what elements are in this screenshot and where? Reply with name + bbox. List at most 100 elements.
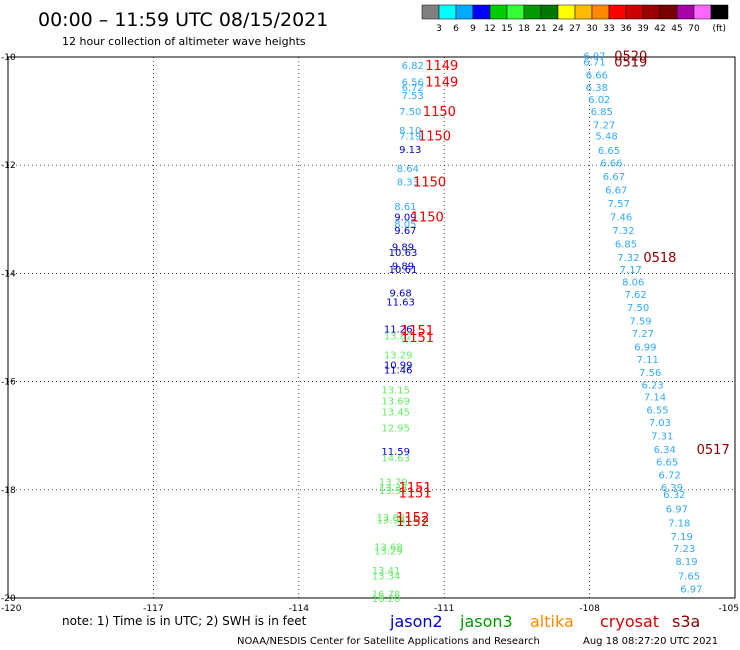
footer-timestamp: Aug 18 08:27:20 UTC 2021 xyxy=(583,636,718,647)
colorbar-swatch xyxy=(506,4,525,20)
wave-height-point: 5.48 xyxy=(595,131,617,142)
wave-height-point: 6.32 xyxy=(663,490,685,501)
x-axis-labels: -120 -117 -114 -111 -108 -105 xyxy=(1,604,739,614)
x-tick-label: -111 xyxy=(434,604,454,614)
wave-height-point: 13.69 xyxy=(381,397,410,408)
wave-height-point: 7.03 xyxy=(649,418,671,429)
time-label: 1152 xyxy=(396,511,429,526)
wave-height-point: 6.38 xyxy=(586,83,608,94)
x-tick-label: -117 xyxy=(143,604,163,614)
wave-height-point: 6.66 xyxy=(600,158,622,169)
colorbar-tick-label: 24 xyxy=(552,24,564,34)
colorbar-swatch xyxy=(455,4,474,20)
wave-height-point: 7.46 xyxy=(610,213,632,224)
colorbar-swatch xyxy=(591,4,610,20)
x-tick-label: -114 xyxy=(289,604,310,614)
time-label: 1150 xyxy=(411,211,444,226)
wave-height-point: 8.61 xyxy=(394,202,416,213)
time-label: 0517 xyxy=(697,443,730,458)
chart-title: 00:00 – 11:59 UTC 08/15/2021 xyxy=(38,9,328,31)
grid-lines xyxy=(8,57,735,598)
wave-height-point: 8.05 xyxy=(394,220,416,231)
wave-height-point: 6.82 xyxy=(402,61,424,72)
wave-height-point: 9.89 xyxy=(392,261,414,272)
footer-note: note: 1) Time is in UTC; 2) SWH is in fe… xyxy=(62,614,307,628)
colorbar-swatch xyxy=(489,4,508,20)
wave-height-point: 13.41 xyxy=(372,566,401,577)
time-label: 1150 xyxy=(423,105,456,120)
colorbar-swatch xyxy=(438,4,457,20)
wave-height-point: 9.68 xyxy=(389,288,411,299)
wave-height-point: 13.34 xyxy=(372,571,401,582)
colorbar-swatch xyxy=(421,4,440,20)
colorbar-tick-label: 9 xyxy=(470,24,476,34)
wave-height-point: 10.99 xyxy=(384,360,413,371)
wave-height-point: 6.97 xyxy=(583,51,605,62)
wave-height-point: 13.79 xyxy=(379,478,408,489)
footer-credit: NOAA/NESDIS Center for Satellite Applica… xyxy=(237,636,540,647)
wave-height-point: 7.18 xyxy=(668,518,690,529)
colorbar-swatch xyxy=(557,4,576,20)
wave-height-point: 6.65 xyxy=(656,458,678,469)
wave-height-point: 13.38 xyxy=(379,483,408,494)
colorbar-unit: (ft) xyxy=(712,24,726,34)
y-tick-label: -14 xyxy=(1,269,16,279)
colorbar-swatch xyxy=(710,4,729,20)
wave-height-point: 7.17 xyxy=(620,265,642,276)
y-tick-label: -16 xyxy=(1,378,16,388)
colorbar-tick-label: 33 xyxy=(603,24,614,34)
wave-height-point: 8.33 xyxy=(397,177,419,188)
colorbar-tick-label: 30 xyxy=(586,24,598,34)
wave-height-point: 7.65 xyxy=(678,571,700,582)
colorbar-tick-label: 3 xyxy=(436,24,442,34)
wave-height-point: 9.09 xyxy=(394,213,416,224)
colorbar-tick-label: 18 xyxy=(518,24,530,34)
chart-subtitle: 12 hour collection of altimeter wave hei… xyxy=(62,35,306,48)
time-label: 0520 xyxy=(614,49,647,64)
legend-altika: altika xyxy=(530,612,574,631)
wave-height-point: 7.32 xyxy=(612,226,634,237)
wave-height-point: 12.95 xyxy=(381,424,410,435)
wave-height-point: 7.23 xyxy=(673,544,695,555)
wave-height-point: 13.15 xyxy=(381,386,410,397)
wave-height-point: 11.63 xyxy=(386,298,415,309)
colorbar-swatch xyxy=(472,4,491,20)
plot-border xyxy=(7,56,736,599)
colorbar-swatch xyxy=(523,4,542,20)
wave-height-point: 13.52 xyxy=(379,486,408,497)
wave-height-point: 14.63 xyxy=(381,453,410,464)
colorbar-swatch xyxy=(608,4,627,20)
wave-height-point: 8.64 xyxy=(397,164,419,175)
wave-height-point: 8.10 xyxy=(399,126,421,137)
wave-height-point: 11.46 xyxy=(384,366,413,377)
wave-height-point: 16.20 xyxy=(372,594,401,605)
colorbar-swatch xyxy=(659,4,678,20)
wave-height-point: 6.85 xyxy=(615,240,637,251)
data-points: 6.826.566.727.537.508.107.199.138.648.33… xyxy=(372,51,703,605)
wave-height-point: 6.67 xyxy=(605,186,627,197)
wave-height-point: 9.67 xyxy=(394,226,416,237)
wave-height-point: 7.62 xyxy=(625,290,647,301)
x-tick-label: -105 xyxy=(719,604,739,614)
time-label: 1150 xyxy=(418,129,451,144)
y-tick-label: -12 xyxy=(1,161,16,171)
wave-height-point: 6.85 xyxy=(591,107,613,118)
wave-height-point: 9.13 xyxy=(399,145,421,156)
wave-height-point: 6.71 xyxy=(583,57,605,68)
wave-height-point: 13.68 xyxy=(374,543,403,554)
legend-cryosat: cryosat xyxy=(600,612,659,631)
colorbar-swatch xyxy=(642,4,661,20)
time-label: 0519 xyxy=(614,55,647,70)
wave-height-point: 6.72 xyxy=(658,471,680,482)
time-label: 1149 xyxy=(425,59,458,74)
wave-height-point: 8.06 xyxy=(622,278,644,289)
colorbar-legend: 3 6 9 12 15 18 21 24 27 30 33 36 39 42 45 70 (ft) xyxy=(421,4,729,34)
x-tick-label: -108 xyxy=(579,604,600,614)
wave-height-point: 6.02 xyxy=(588,95,610,106)
wave-height-point: 7.27 xyxy=(632,329,654,340)
y-tick-label: -18 xyxy=(1,486,16,496)
colorbar-swatch xyxy=(625,4,644,20)
wave-height-point: 7.14 xyxy=(644,393,666,404)
time-label: 1151 xyxy=(401,331,434,346)
